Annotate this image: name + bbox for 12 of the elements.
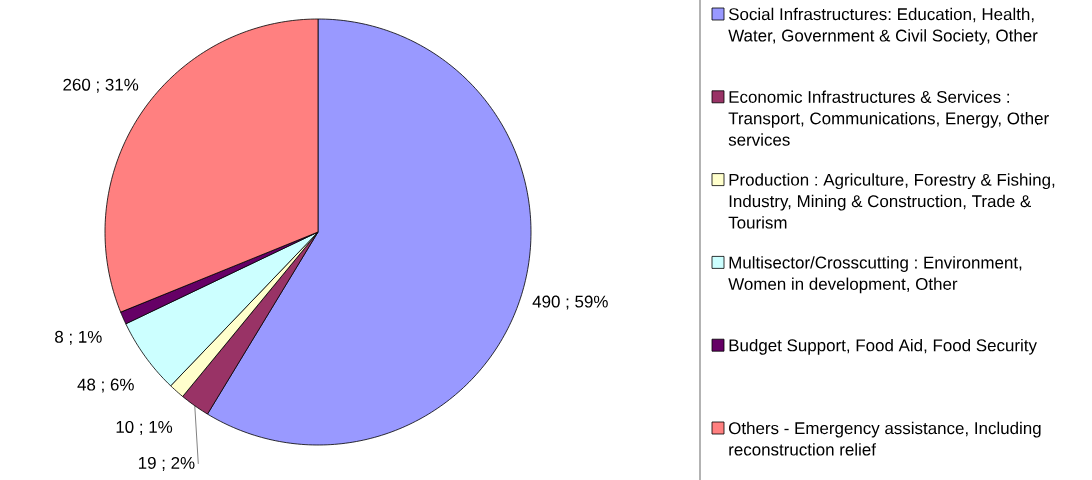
legend-label: Budget Support, Food Aid, Food Security [729,338,1037,355]
data-label: 19 ; 2% [138,456,195,471]
data-label: 8 ; 1% [55,330,102,345]
legend-label: Multisector/Crosscutting : Environment, Women in development, Other [728,256,1022,294]
data-label: 48 ; 6% [77,378,134,393]
legend-label: Social Infrastructures: Education, Health, Water, Government & Civil Society, Other [728,7,1038,45]
data-label: 260 ; 31% [63,78,139,93]
legend-label: Production : Agriculture, Forestry & Fishing, Industry, Mining & Construction, Trade & Tourism [728,173,1055,229]
legend-label: Others - Emergency assistance, Including reconstruction relief [729,421,1041,456]
data-label: 490 ; 59% [532,295,608,310]
data-label: 10 ; 1% [116,420,173,435]
legend-label: Economic Infrastructures & Services : Transport, Communications, Energy, Other services [728,90,1049,146]
